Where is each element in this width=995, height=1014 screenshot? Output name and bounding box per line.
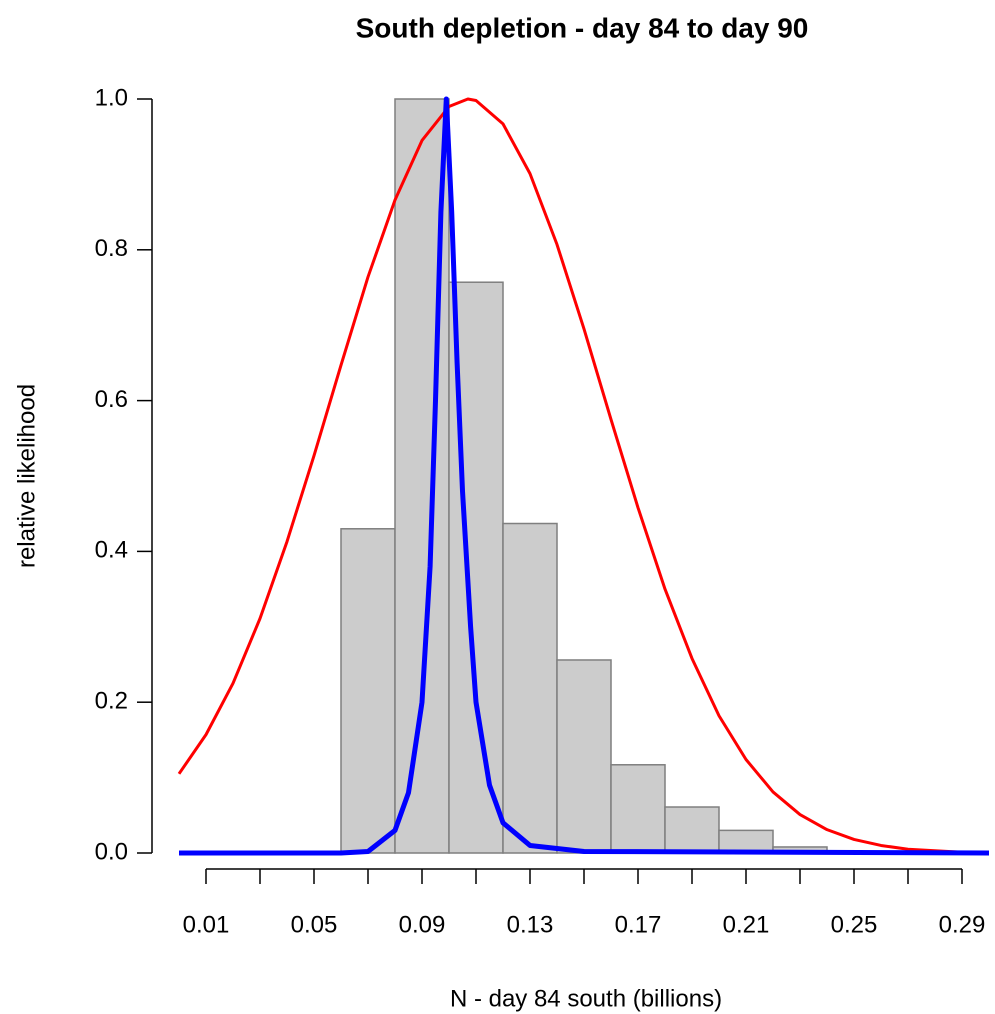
x-tick-label: 0.17 <box>615 911 662 938</box>
x-tick-label: 0.13 <box>507 911 554 938</box>
y-tick-label: 0.2 <box>95 688 128 715</box>
likelihood-line <box>177 97 989 854</box>
y-tick-label: 0.0 <box>95 838 128 865</box>
y-tick-label: 0.8 <box>95 235 128 262</box>
y-axis-label: relative likelihood <box>13 384 40 568</box>
histogram-bar <box>664 806 720 854</box>
x-tick-label: 0.05 <box>291 911 338 938</box>
likelihood-line <box>179 96 990 856</box>
x-tick-label: 0.01 <box>183 911 230 938</box>
histogram-bar <box>610 764 666 854</box>
histogram-bar <box>340 528 396 854</box>
y-tick-label: 0.6 <box>95 386 128 413</box>
histogram-bar <box>502 522 558 854</box>
histogram-bar <box>556 659 612 854</box>
x-tick-label: 0.25 <box>831 911 878 938</box>
x-axis-label: N - day 84 south (billions) <box>450 985 722 1012</box>
x-tick-label: 0.09 <box>399 911 446 938</box>
chart-title: South depletion - day 84 to day 90 <box>356 12 809 43</box>
x-tick-label: 0.29 <box>939 911 986 938</box>
y-tick-label: 1.0 <box>95 84 128 111</box>
x-tick-label: 0.21 <box>723 911 770 938</box>
y-tick-label: 0.4 <box>95 537 128 564</box>
